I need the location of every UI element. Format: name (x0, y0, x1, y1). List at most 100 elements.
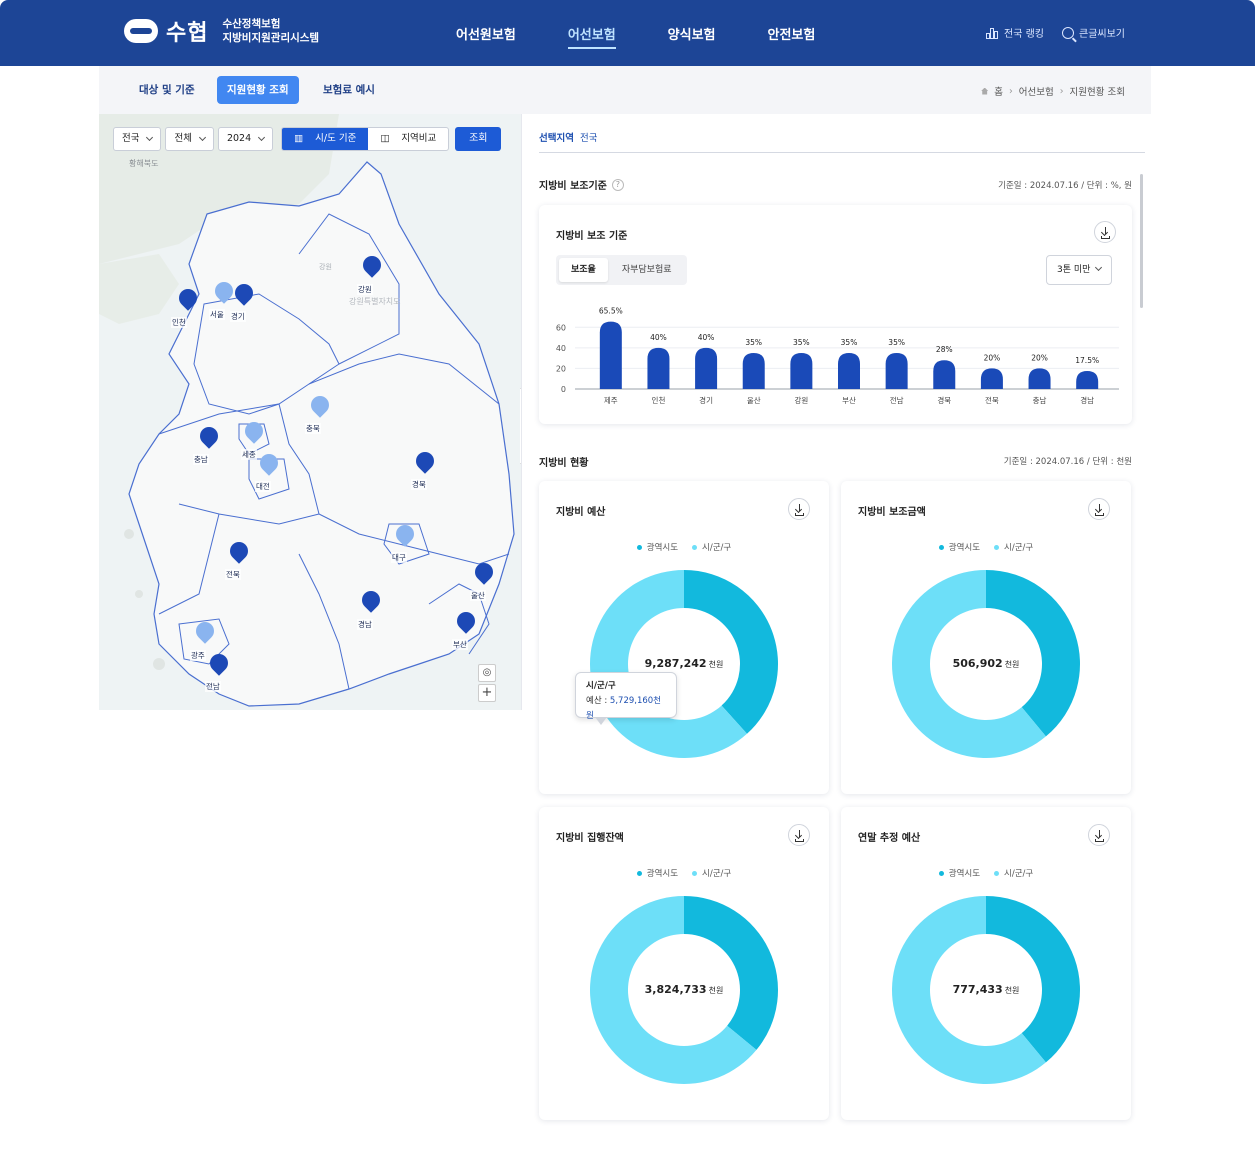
donut-slice[interactable] (684, 896, 778, 1050)
toggle-subsidy-rate[interactable]: 보조율 (559, 258, 608, 282)
legend-item[interactable]: 광역시도 (938, 541, 980, 553)
bar-value-label: 35% (745, 338, 762, 347)
legend-item[interactable]: 시/군/구 (692, 541, 731, 553)
breadcrumb-vessel[interactable]: 어선보험 (1018, 87, 1054, 98)
logo[interactable]: 수협 수산정책보험 지방비지원관리시스템 (124, 15, 319, 47)
legend-item[interactable]: 시/군/구 (692, 867, 731, 879)
nav-item-crew-insurance[interactable]: 어선원보험 (456, 28, 516, 43)
legend-label: 광역시도 (646, 543, 679, 553)
help-icon[interactable]: ? (611, 178, 624, 191)
pin-head (241, 418, 267, 444)
bar-value-label: 40% (650, 333, 667, 342)
mode-compare-button[interactable]: ◫ 지역비교 (368, 128, 448, 150)
nav-item-vessel-insurance[interactable]: 어선보험 (567, 24, 616, 49)
donut-slice[interactable] (892, 896, 1046, 1084)
donut-total-value: 3,824,733 (644, 983, 707, 996)
map-pin-label[interactable]: 충남 (193, 454, 209, 465)
donut-total-unit: 천원 (708, 986, 724, 995)
map-pin-icon[interactable] (359, 252, 385, 282)
map-pin-label[interactable]: 경북 (411, 479, 427, 490)
bigtext-link[interactable]: 큰글씨보기 (1062, 25, 1125, 40)
map-pin-label[interactable]: 경남 (357, 619, 373, 630)
scope-select[interactable]: 전체 (165, 127, 214, 151)
map-pin-icon[interactable] (358, 587, 384, 617)
map-pin-icon[interactable] (175, 285, 201, 315)
nav-item-safety-insurance[interactable]: 안전보험 (767, 28, 816, 43)
download-icon[interactable] (1088, 498, 1110, 520)
map-pin-label[interactable]: 울산 (470, 590, 486, 601)
legend-item[interactable]: 시/군/구 (994, 541, 1033, 553)
tonnage-select[interactable]: 3톤 미만 (1046, 255, 1112, 285)
breadcrumb-home[interactable]: 홈 (994, 87, 1003, 98)
map-pin-icon[interactable] (256, 450, 282, 480)
donut-slice[interactable] (892, 570, 1046, 758)
map-pin-icon[interactable] (453, 608, 479, 638)
map-pin-label[interactable]: 충북 (305, 423, 321, 434)
download-icon[interactable] (788, 498, 810, 520)
map-pin-icon[interactable] (231, 280, 257, 310)
map-pin-label[interactable]: 인천 (171, 317, 187, 328)
download-icon[interactable] (1094, 221, 1116, 243)
bar[interactable] (695, 347, 718, 389)
map-pin-label[interactable]: 경기 (230, 311, 246, 322)
bar[interactable] (838, 353, 860, 389)
nav-item-aquaculture-insurance[interactable]: 양식보험 (667, 28, 716, 43)
bar[interactable] (599, 321, 622, 389)
scrollbar[interactable] (1140, 174, 1143, 308)
map-pin-icon[interactable] (307, 392, 333, 422)
legend-label: 시/군/구 (702, 869, 732, 879)
bar[interactable] (1028, 368, 1051, 389)
download-icon[interactable] (788, 824, 810, 846)
locate-icon[interactable]: ◎ (478, 664, 496, 682)
donut-slice[interactable] (684, 570, 778, 734)
download-icon[interactable] (1088, 824, 1110, 846)
map-pin-label[interactable]: 전남 (205, 681, 221, 692)
tab-target-criteria[interactable]: 대상 및 기준 (139, 84, 195, 96)
bar[interactable] (980, 368, 1003, 389)
map-pin-label[interactable]: 서울 (209, 309, 225, 320)
bar[interactable] (647, 347, 670, 389)
legend-label: 시/군/구 (1004, 869, 1034, 879)
map-pin-icon[interactable] (392, 521, 418, 551)
tab-premium-example[interactable]: 보험료 예시 (323, 84, 375, 96)
y-tick-label: 0 (561, 385, 566, 394)
map-pin-icon[interactable] (412, 448, 438, 478)
legend-item[interactable]: 시/군/구 (994, 867, 1033, 879)
map-pin-icon[interactable] (196, 423, 222, 453)
map-pin-label[interactable]: 대구 (391, 552, 407, 563)
donut-slice[interactable] (590, 896, 757, 1084)
legend-item[interactable]: 광역시도 (636, 541, 679, 553)
map-pin-label[interactable]: 강원 (357, 284, 373, 295)
tab-support-status[interactable]: 지원현황 조회 (217, 76, 299, 104)
zoom-in-button[interactable]: + (478, 684, 496, 702)
ranking-link[interactable]: 전국 랭킹 (986, 25, 1044, 40)
bar[interactable] (1076, 371, 1099, 389)
map-pin-icon[interactable] (211, 278, 237, 308)
toggle-self-premium[interactable]: 자부담보험료 (621, 265, 672, 275)
map-pin-icon[interactable] (226, 538, 252, 568)
mode-sido-button[interactable]: ▥ 시/도 기준 (282, 128, 369, 150)
bar[interactable] (742, 353, 765, 389)
map-pin-label[interactable]: 광주 (190, 650, 206, 661)
map-pin-label[interactable]: 부산 (452, 639, 468, 650)
bar[interactable] (933, 360, 956, 389)
bar-toggle: 보조율 자부담보험료 (556, 255, 687, 285)
korea-map[interactable]: 황해북도 강원 강원특별자치도 전국 전체 2024 ▥ 시/도 기준 ◫ 지역비교… (99, 114, 521, 710)
bar[interactable] (790, 353, 813, 389)
map-pin-label[interactable]: 전북 (225, 569, 241, 580)
legend-item[interactable]: 광역시도 (636, 867, 678, 879)
donut-slice[interactable] (986, 570, 1080, 737)
map-pin-icon[interactable] (192, 618, 218, 648)
year-select[interactable]: 2024 (217, 127, 274, 151)
map-pin-label[interactable]: 대전 (255, 481, 271, 492)
region-select[interactable]: 전국 (113, 127, 162, 151)
bar[interactable] (885, 353, 908, 389)
donut-chart (590, 570, 778, 758)
search-button[interactable]: 조회 (455, 127, 502, 151)
donut-slice[interactable] (986, 896, 1080, 1063)
map-pin-icon[interactable] (241, 418, 267, 448)
map-pin-label[interactable]: 세종 (241, 449, 257, 460)
legend-item[interactable]: 광역시도 (938, 867, 980, 879)
map-pin-icon[interactable] (471, 559, 497, 589)
map-pin-icon[interactable] (206, 650, 232, 680)
